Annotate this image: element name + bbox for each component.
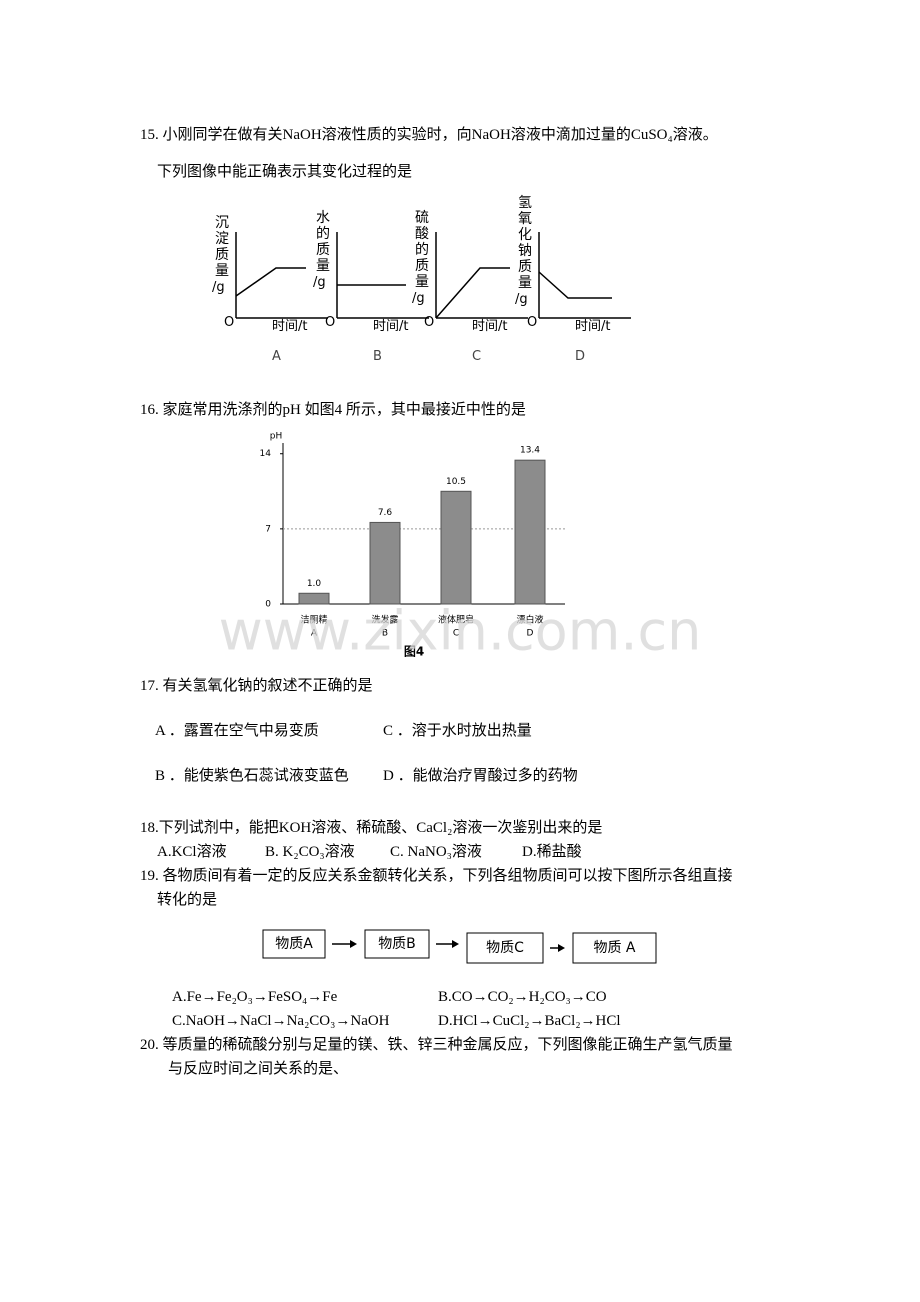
- question: 18.下列试剂中，能把KOH溶液、稀硫酸、CaCl₂溶液一次鉴别出来的是: [140, 820, 603, 836]
- question: 20. 等质量的稀硫酸分别与足量的镁、铁、锌三种金属反应，下列图像能正确生产氢气…: [140, 1037, 733, 1053]
- box-label: 物质B: [378, 936, 416, 952]
- x-tick-sublabel: A: [311, 629, 318, 639]
- x-axis-label: 时间/t: [272, 319, 308, 334]
- option: C.NaOH→NaCl→Na₂CO₃→NaOH: [172, 1013, 390, 1029]
- x-tick-sublabel: C: [453, 629, 459, 639]
- figure-caption: 图4: [404, 645, 424, 659]
- x-tick-sublabel: D: [527, 629, 534, 639]
- question-line: 下列图像中能正确表示其变化过程的是: [157, 164, 413, 180]
- box: [466, 932, 544, 964]
- x-axis-label: 时间/t: [575, 319, 611, 334]
- curve: [435, 267, 510, 319]
- box-label: 物质C: [486, 940, 524, 956]
- bar: [298, 592, 330, 605]
- bar: [440, 490, 472, 605]
- watermark: www.zixin.com.cn: [219, 600, 702, 663]
- question: 19. 各物质间有着一定的反应关系金额转化关系，下列各组物质间可以按下图所示各组…: [140, 868, 733, 884]
- y-axis-unit: /g: [412, 291, 425, 306]
- x-tick-label: 漂白液: [516, 614, 543, 626]
- x-axis-label: 时间/t: [472, 319, 508, 334]
- origin-label: O: [325, 315, 336, 330]
- origin-label: O: [527, 315, 538, 330]
- y-tick-label: 0: [265, 600, 271, 610]
- option: C ．溶于水时放出热量: [383, 723, 532, 739]
- bar: [514, 459, 546, 605]
- box: [262, 929, 326, 959]
- box-label: 物质A: [275, 936, 313, 952]
- option: A.Fe→Fe₂O₃→FeSO₄→Fe: [172, 989, 338, 1005]
- y-axis-label: 水的质量: [316, 210, 330, 274]
- y-tick-label: 7: [265, 524, 271, 534]
- option-letter: B: [373, 349, 382, 364]
- option-letter: A: [272, 349, 281, 364]
- y-axis-label: 氢氧化钠质量: [518, 195, 532, 291]
- y-axis-unit: /g: [313, 275, 326, 290]
- box-label: 物质 A: [593, 940, 635, 956]
- y-axis-unit: /g: [212, 280, 225, 295]
- option: A ．露置在空气中易变质: [155, 723, 319, 739]
- x-tick-label: 液体肥皂: [438, 614, 474, 626]
- value-label: 10.5: [446, 477, 466, 487]
- option: B. K₂CO₃溶液: [265, 844, 355, 860]
- arrow-head: [350, 940, 357, 948]
- value-label: 1.0: [307, 579, 322, 589]
- arrow-head: [452, 940, 459, 948]
- question: 15. 小刚同学在做有关NaOH溶液性质的实验时，向NaOH溶液中滴加过量的Cu…: [140, 127, 718, 143]
- origin-label: O: [424, 315, 435, 330]
- curve: [235, 267, 306, 297]
- x-axis-label: 时间/t: [373, 319, 409, 334]
- y-axis-label: pH: [270, 432, 282, 442]
- y-axis-label: 硫酸的质量: [415, 210, 429, 290]
- y-axis-label: 沉淀质量: [215, 215, 229, 279]
- box: [572, 932, 657, 964]
- option: B.CO→CO₂→H₂CO₃→CO: [438, 989, 607, 1005]
- bar: [369, 521, 401, 605]
- curve: [538, 271, 612, 299]
- option-letter: D: [575, 349, 586, 364]
- value-label: 7.6: [378, 508, 393, 518]
- question: 16. 家庭常用洗涤剂的pH 如图4 所示，其中最接近中性的是: [140, 402, 526, 418]
- y-tick-label: 14: [260, 449, 272, 459]
- option: D.稀盐酸: [522, 844, 582, 860]
- question-line: 转化的是: [157, 892, 218, 908]
- x-tick-sublabel: B: [382, 629, 388, 639]
- arrow-head: [558, 944, 565, 952]
- option: D.HCl→CuCl₂→BaCl₂→HCl: [438, 1013, 621, 1029]
- option-letter: C: [472, 349, 482, 364]
- y-axis-unit: /g: [515, 292, 528, 307]
- box: [364, 929, 430, 959]
- option: D ．能做治疗胃酸过多的药物: [383, 768, 578, 784]
- question-line: 与反应时间之间关系的是、: [168, 1061, 349, 1077]
- origin-label: O: [224, 315, 235, 330]
- option: A.KCl溶液: [157, 844, 227, 860]
- value-label: 13.4: [520, 446, 540, 456]
- x-tick-label: 洗发露: [371, 614, 398, 626]
- option: B ．能使紫色石蕊试液变蓝色: [155, 768, 349, 784]
- option: C. NaNO₃溶液: [390, 844, 482, 860]
- x-tick-label: 洁厕精: [300, 614, 327, 626]
- question: 17. 有关氢氧化钠的叙述不正确的是: [140, 678, 373, 694]
